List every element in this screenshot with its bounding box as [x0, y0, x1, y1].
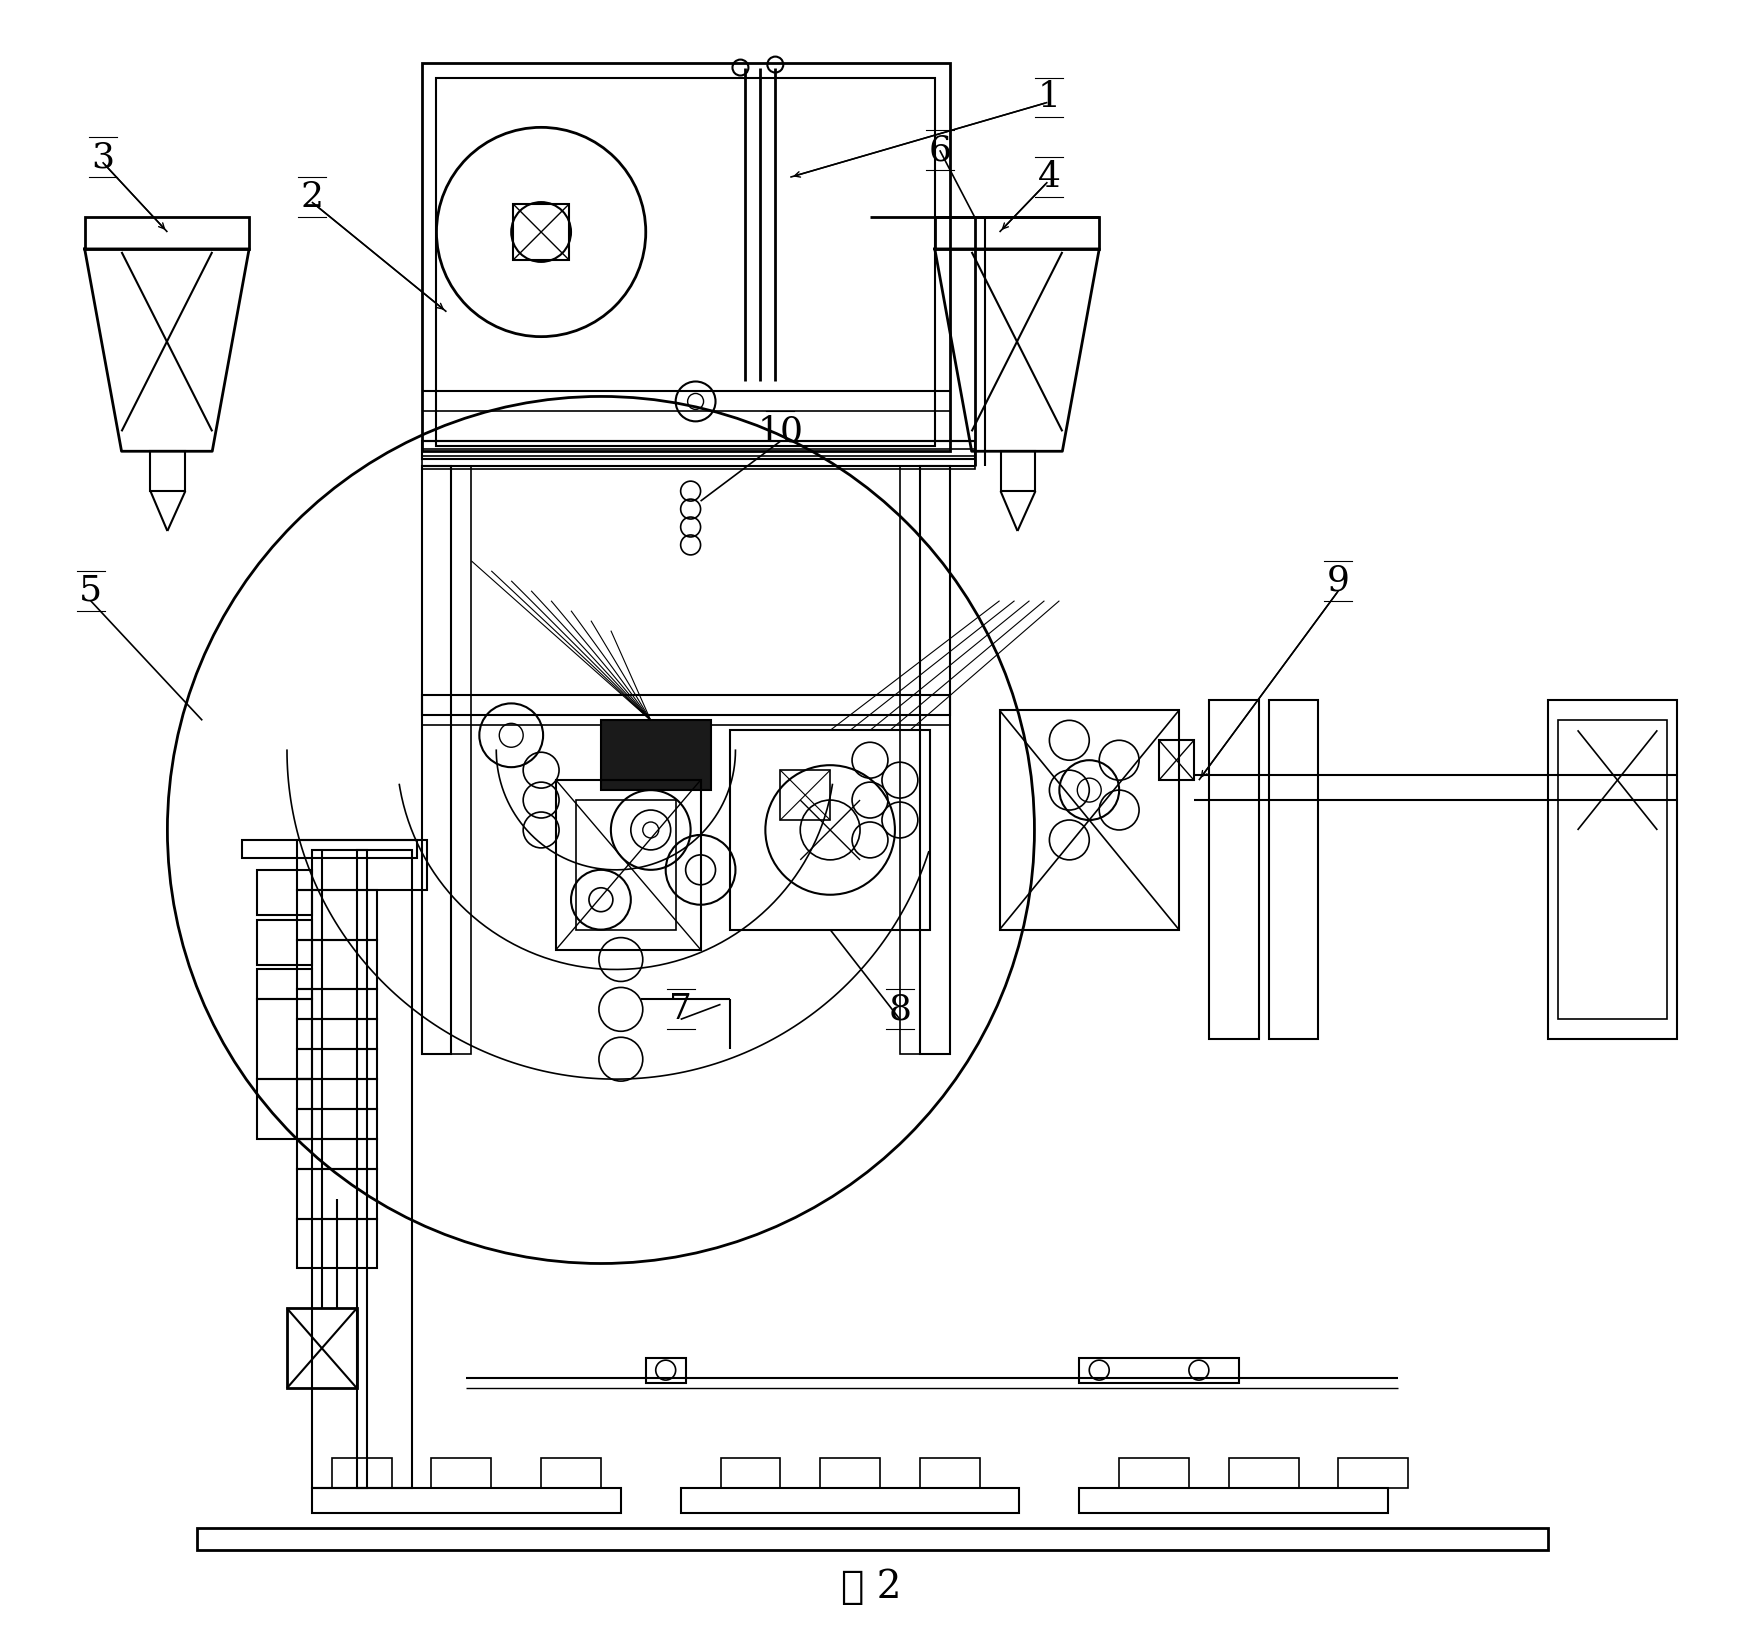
Bar	[85, 217, 249, 249]
Bar	[422, 441, 974, 459]
Bar	[920, 466, 949, 1054]
Bar	[296, 990, 376, 1019]
Bar	[258, 919, 312, 965]
Bar	[1268, 701, 1319, 1039]
Bar	[357, 850, 411, 1488]
Bar	[556, 779, 700, 950]
Bar	[681, 1488, 1019, 1513]
Bar	[721, 1457, 780, 1488]
Text: 1: 1	[1038, 80, 1061, 115]
Bar	[422, 696, 949, 715]
Bar	[820, 1457, 880, 1488]
Bar	[296, 940, 376, 990]
Bar	[1080, 1359, 1239, 1383]
Text: 4: 4	[1038, 161, 1061, 194]
Text: 3: 3	[91, 139, 115, 174]
Bar	[422, 62, 949, 451]
Bar	[1118, 1457, 1190, 1488]
Bar	[935, 217, 1099, 249]
Bar	[1228, 1457, 1298, 1488]
Bar	[1547, 701, 1678, 1039]
Bar	[296, 1219, 376, 1268]
Bar	[287, 1308, 357, 1388]
Bar	[258, 999, 312, 1080]
Bar	[197, 1528, 1547, 1549]
Bar	[1209, 701, 1259, 1039]
Bar	[258, 870, 312, 914]
Text: 10: 10	[758, 414, 803, 448]
Text: 2: 2	[300, 181, 324, 213]
Bar	[296, 1049, 376, 1080]
Bar	[1557, 720, 1667, 1019]
Bar	[730, 730, 930, 930]
Bar	[296, 1168, 376, 1219]
Bar	[1000, 451, 1035, 491]
Bar	[437, 77, 935, 446]
Bar	[422, 459, 974, 469]
Bar	[780, 770, 831, 820]
Bar	[1000, 711, 1179, 930]
Text: 5: 5	[78, 574, 103, 607]
Bar	[542, 1457, 601, 1488]
Bar	[422, 466, 451, 1054]
Bar	[601, 720, 711, 789]
Bar	[150, 451, 185, 491]
Bar	[514, 203, 570, 259]
Text: 9: 9	[1327, 565, 1350, 597]
Bar	[296, 1109, 376, 1139]
Text: 图 2: 图 2	[841, 1569, 901, 1607]
Bar	[312, 1488, 620, 1513]
Bar	[422, 715, 949, 725]
Text: 6: 6	[928, 133, 951, 167]
Bar	[646, 1359, 686, 1383]
Bar	[296, 840, 427, 889]
Bar	[451, 466, 472, 1054]
Bar	[577, 801, 676, 930]
Bar	[1158, 740, 1193, 779]
Bar	[432, 1457, 491, 1488]
Text: 7: 7	[669, 993, 692, 1026]
Bar	[296, 1019, 376, 1049]
Bar	[901, 466, 920, 1054]
Bar	[1338, 1457, 1408, 1488]
Bar	[1080, 1488, 1388, 1513]
Bar	[296, 1080, 376, 1109]
Bar	[296, 1139, 376, 1168]
Text: 8: 8	[888, 993, 911, 1026]
Bar	[296, 889, 376, 940]
Bar	[258, 970, 312, 999]
Bar	[258, 1080, 312, 1139]
Bar	[242, 840, 416, 858]
Bar	[331, 1457, 392, 1488]
Bar	[312, 850, 368, 1488]
Bar	[920, 1457, 979, 1488]
